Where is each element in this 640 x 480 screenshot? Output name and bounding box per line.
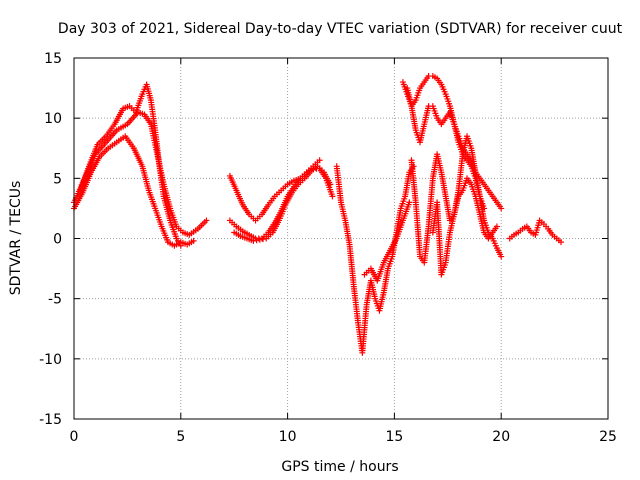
data-point bbox=[203, 217, 210, 224]
data-point bbox=[250, 237, 257, 244]
data-point bbox=[177, 242, 184, 249]
data-point bbox=[316, 157, 323, 164]
x-tick-label: 25 bbox=[599, 429, 617, 445]
data-point bbox=[406, 199, 413, 206]
data-point bbox=[329, 193, 336, 200]
data-point bbox=[498, 205, 505, 212]
y-tick-label: 5 bbox=[53, 171, 62, 187]
data-point bbox=[256, 236, 263, 243]
series-track-c bbox=[77, 81, 184, 249]
data-point bbox=[327, 181, 334, 188]
series-track-j bbox=[404, 85, 488, 212]
series-track-k bbox=[408, 133, 505, 266]
y-tick-label: -15 bbox=[39, 412, 62, 428]
series-track-d bbox=[226, 157, 323, 224]
y-tick-label: 15 bbox=[44, 51, 62, 67]
series-track-i bbox=[399, 73, 505, 212]
series-track-b bbox=[71, 109, 210, 238]
x-tick-label: 20 bbox=[492, 429, 510, 445]
data-point bbox=[558, 239, 565, 246]
grid bbox=[74, 58, 608, 419]
x-axis-label: GPS time / hours bbox=[281, 459, 398, 475]
series-track-h bbox=[361, 199, 413, 284]
data-series bbox=[71, 73, 565, 356]
series-track-l bbox=[429, 175, 500, 278]
x-tick-label: 5 bbox=[176, 429, 185, 445]
series-track-g bbox=[333, 163, 417, 356]
y-tick-label: 10 bbox=[44, 111, 62, 127]
chart-title: Day 303 of 2021, Sidereal Day-to-day VTE… bbox=[58, 21, 623, 37]
y-axis-label: SDTVAR / TECUs bbox=[8, 181, 24, 296]
y-tick-label: 0 bbox=[53, 232, 62, 248]
data-point bbox=[253, 237, 260, 244]
y-tick-label: -10 bbox=[39, 352, 62, 368]
data-point bbox=[260, 236, 267, 243]
series-track-f bbox=[231, 163, 334, 244]
series-track-m bbox=[506, 217, 565, 246]
tick-labels: 0 5 10 15 20 25 -15 -10 -5 0 5 10 15 bbox=[39, 51, 617, 445]
data-point bbox=[190, 237, 197, 244]
y-tick-label: -5 bbox=[48, 292, 62, 308]
x-tick-label: 15 bbox=[385, 429, 403, 445]
data-point bbox=[498, 253, 505, 260]
x-tick-label: 10 bbox=[279, 429, 297, 445]
x-tick-label: 0 bbox=[70, 429, 79, 445]
series-track-a bbox=[71, 133, 197, 249]
data-point bbox=[493, 223, 500, 230]
